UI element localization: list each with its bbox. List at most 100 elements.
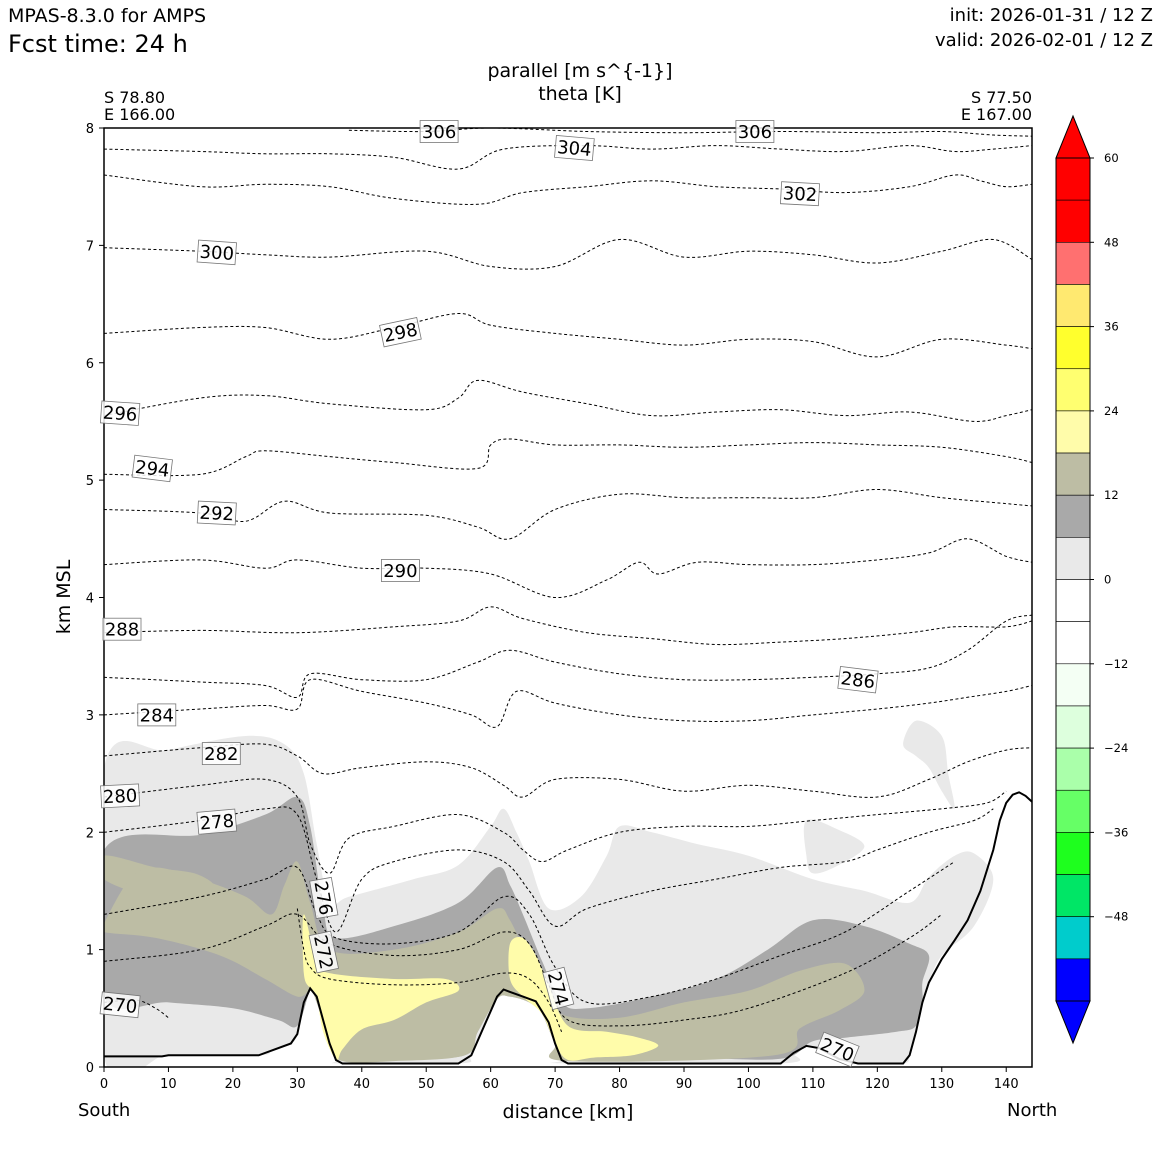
colorbar: 60 48 36 24 12 0 −12 −24 −36 −48 — [1055, 114, 1128, 1045]
colorbar-tick-label: −24 — [1104, 741, 1128, 755]
theta-label-box — [308, 930, 339, 974]
direction-north: North — [1007, 1100, 1058, 1121]
theta-label-text: 306 — [738, 122, 772, 143]
theta-label-text: 302 — [782, 183, 817, 206]
theta-label-box — [309, 876, 339, 920]
colorbar-tick-label: −48 — [1104, 910, 1128, 924]
colorbar-tick-label: 0 — [1104, 573, 1111, 587]
theta-contour-300 — [104, 238, 1032, 270]
colorbar-segment — [1055, 705, 1091, 749]
theta-contour-284 — [104, 678, 1032, 728]
theta-contour-294 — [104, 438, 1032, 477]
theta-contour-276 — [104, 861, 955, 1005]
theta-label-box — [196, 239, 237, 266]
theta-label-296: 296 — [99, 400, 141, 426]
x-tick-label: 50 — [418, 1077, 435, 1092]
direction-south: South — [78, 1100, 131, 1121]
theta-label-box — [201, 742, 241, 765]
theta-label-text: 296 — [102, 403, 138, 426]
theta-label-box — [137, 703, 177, 727]
x-tick-label: 10 — [160, 1077, 177, 1092]
x-tick-label: 110 — [800, 1077, 825, 1092]
theta-label-276: 276 — [309, 876, 339, 920]
colorbar-segment — [1055, 157, 1091, 201]
theta-label-306: 306 — [419, 120, 459, 143]
colorbar-arrow-bottom — [1055, 1000, 1091, 1045]
colorbar-segment — [1055, 916, 1091, 960]
terrain-line — [104, 791, 1032, 1065]
colorbar-segment — [1055, 242, 1091, 285]
theta-label-text: 280 — [102, 786, 137, 809]
colorbar-tick-label: 48 — [1104, 235, 1119, 249]
theta-contour-306 — [348, 128, 1032, 137]
theta-label-box — [131, 454, 173, 483]
theta-label-text: 270 — [102, 994, 138, 1018]
colorbar-segment — [1055, 579, 1091, 622]
colorbar-segment — [1055, 747, 1091, 791]
theta-label-286: 286 — [837, 666, 879, 694]
theta-contour-290 — [104, 538, 1032, 599]
theta-label-text: 292 — [199, 503, 234, 526]
colorbar-segment — [1055, 958, 1091, 1002]
theta-label-text: 284 — [140, 705, 174, 726]
theta-label-box — [99, 400, 141, 426]
x-tick-label: 120 — [865, 1077, 890, 1092]
theta-contour-270 — [104, 999, 169, 1019]
x-tick-label: 130 — [929, 1077, 954, 1092]
theta-contour-298 — [104, 312, 1032, 358]
theta-contour-296 — [104, 379, 1032, 422]
theta-label-270: 270 — [99, 991, 141, 1019]
y-tick-label: 8 — [86, 122, 94, 137]
y-tick-label: 1 — [86, 944, 94, 959]
colorbar-segment — [1055, 494, 1091, 538]
colorbar-tick-label: 36 — [1104, 320, 1119, 334]
colorbar-segment — [1055, 874, 1091, 917]
theta-label-text: 288 — [105, 620, 139, 641]
y-tick-label: 6 — [86, 357, 94, 372]
theta-label-text: 290 — [383, 561, 417, 582]
theta-label-272: 272 — [308, 930, 339, 974]
colorbar-tick-label: −36 — [1104, 825, 1128, 839]
corner-right: S 77.50 E 167.00 — [961, 89, 1032, 123]
y-axis-label: km MSL — [53, 559, 75, 634]
theta-label-text: 304 — [556, 137, 592, 161]
theta-contour-302 — [104, 174, 1032, 205]
theta-label-box — [554, 134, 595, 162]
x-axis-label: distance [km] — [503, 1101, 634, 1123]
theta-label-box — [837, 666, 879, 694]
theta-label-layer: 306 306 304 302 300 298 296 294 292 290 288 286 284 2… — [99, 120, 879, 1068]
colorbar-tick-label: 60 — [1104, 151, 1119, 165]
theta-label-294: 294 — [131, 454, 173, 483]
theta-label-box — [419, 120, 459, 143]
corner-right-lon: E 167.00 — [960, 105, 1032, 124]
chart-title-theta: theta [K] — [538, 83, 622, 105]
colorbar-arrow-top — [1055, 114, 1091, 159]
theta-label-304: 304 — [554, 134, 595, 162]
colorbar-segment — [1055, 326, 1091, 370]
corner-left-lat: S 78.80 — [104, 88, 166, 107]
y-tick-label: 3 — [86, 709, 94, 724]
y-tick-label: 0 — [86, 1061, 94, 1076]
theta-contour-288 — [104, 606, 1032, 646]
theta-contour-layer — [104, 128, 1032, 1033]
x-tick-label: 60 — [482, 1077, 499, 1092]
axes-layer: 0 10 20 30 40 50 60 70 80 90 100 110 120 130 140 0 1 2 3 4 5… — [86, 122, 1019, 1092]
y-tick-label: 2 — [86, 826, 94, 841]
theta-contour-280 — [104, 778, 1007, 874]
corner-left: S 78.80 E 166.00 — [104, 89, 175, 123]
y-tick-label: 4 — [86, 592, 94, 607]
theta-label-288: 288 — [102, 617, 142, 641]
theta-label-290: 290 — [380, 559, 420, 582]
wind-region-6-12 — [903, 720, 955, 810]
theta-contour-292 — [104, 488, 1032, 540]
theta-label-text: 282 — [204, 744, 238, 765]
x-tick-label: 20 — [225, 1077, 242, 1092]
theta-label-box — [102, 617, 142, 641]
theta-label-text: 300 — [199, 242, 235, 265]
corner-right-lat: S 77.50 — [970, 88, 1032, 107]
theta-label-302: 302 — [780, 181, 820, 207]
wind-region-12-18 — [104, 796, 930, 1062]
chart-title-wind: parallel [m s^{-1}] — [487, 60, 673, 82]
wind-region-24-30 — [508, 936, 659, 1061]
theta-label-box — [780, 181, 820, 207]
